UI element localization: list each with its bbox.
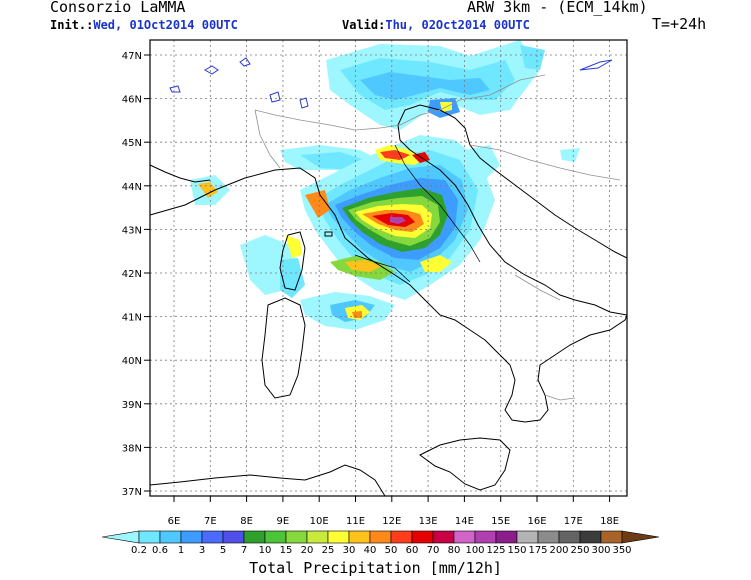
lon-label: 17E bbox=[564, 516, 583, 527]
colorbar-level: 200 bbox=[549, 545, 568, 556]
colorbar-swatch bbox=[243, 530, 266, 544]
lat-label: 43N bbox=[122, 225, 142, 236]
colorbar-level: 15 bbox=[280, 545, 293, 556]
colorbar-swatch bbox=[306, 530, 329, 544]
country-borders bbox=[254, 74, 621, 401]
colorbar-swatch bbox=[264, 530, 287, 544]
colorbar-level: 20 bbox=[301, 545, 314, 556]
lat-label: 45N bbox=[122, 138, 142, 149]
colorbar-swatch bbox=[222, 530, 245, 544]
lon-label: 15E bbox=[491, 516, 510, 527]
colorbar-level: 125 bbox=[486, 545, 505, 556]
colorbar-swatch bbox=[432, 530, 455, 544]
colorbar-swatch bbox=[159, 530, 182, 544]
forecast-step: T=+24h bbox=[652, 15, 707, 33]
lon-label: 9E bbox=[277, 516, 290, 527]
colorbar-level: 100 bbox=[465, 545, 484, 556]
longitude-labels: 6E 7E 8E 9E 10E 11E 12E 13E 14E 15E 16E 17E 18E bbox=[168, 496, 619, 527]
lon-label: 12E bbox=[382, 516, 401, 527]
lat-label: 44N bbox=[122, 182, 142, 193]
lat-label: 41N bbox=[122, 313, 142, 324]
colorbar-level: 300 bbox=[591, 545, 610, 556]
colorbar-swatch bbox=[369, 530, 392, 544]
init-value: Wed, 01Oct2014 00UTC bbox=[93, 18, 238, 32]
lat-label: 46N bbox=[122, 95, 142, 106]
colorbar-swatch bbox=[558, 530, 581, 544]
colorbar-level: 25 bbox=[322, 545, 335, 556]
colorbar-level: 50 bbox=[385, 545, 398, 556]
map-panel bbox=[149, 39, 628, 497]
lon-label: 6E bbox=[168, 516, 181, 527]
colorbar-swatch bbox=[390, 530, 413, 544]
colorbar-level: 5 bbox=[220, 545, 226, 556]
colorbar-swatch bbox=[516, 530, 539, 544]
lon-label: 7E bbox=[204, 516, 217, 527]
lon-label: 8E bbox=[240, 516, 253, 527]
region-borders bbox=[354, 144, 481, 283]
colorbar-level: 175 bbox=[528, 545, 547, 556]
lat-label: 40N bbox=[122, 356, 142, 367]
colorbar-level: 10 bbox=[259, 545, 272, 556]
valid-label: Valid: bbox=[342, 18, 386, 32]
colorbar-swatch bbox=[138, 530, 161, 544]
colorbar-swatch bbox=[537, 530, 560, 544]
colorbar-level: 150 bbox=[507, 545, 526, 556]
colorbar bbox=[101, 530, 660, 544]
colorbar-swatch bbox=[495, 530, 518, 544]
lat-label: 42N bbox=[122, 269, 142, 280]
valid-time: Valid:Thu, 02Oct2014 00UTC bbox=[342, 18, 530, 32]
lat-label: 37N bbox=[122, 487, 142, 498]
colorbar-swatch bbox=[579, 530, 602, 544]
colorbar-swatch bbox=[327, 530, 350, 544]
org-title: Consorzio LaMMA bbox=[50, 0, 186, 16]
colorbar-level: 70 bbox=[427, 545, 440, 556]
colorbar-level: 40 bbox=[364, 545, 377, 556]
lon-label: 13E bbox=[419, 516, 438, 527]
colorbar-swatch bbox=[180, 530, 203, 544]
lon-label: 18E bbox=[600, 516, 619, 527]
colorbar-swatch bbox=[600, 530, 623, 544]
init-time: Init.:Wed, 01Oct2014 00UTC bbox=[50, 18, 238, 32]
lon-label: 11E bbox=[346, 516, 365, 527]
colorbar-swatch bbox=[348, 530, 371, 544]
lat-label: 39N bbox=[122, 400, 142, 411]
colorbar-title: Total Precipitation [mm/12h] bbox=[249, 559, 502, 577]
colorbar-swatch bbox=[285, 530, 308, 544]
lakes bbox=[169, 57, 613, 109]
colorbar-swatch bbox=[201, 530, 224, 544]
colorbar-level: 3 bbox=[199, 545, 205, 556]
colorbar-level: 60 bbox=[406, 545, 419, 556]
lon-label: 16E bbox=[527, 516, 546, 527]
colorbar-labels: 0.2 0.6 1 3 5 7 10 15 20 25 30 40 50 60 70 80 100 125 150 1… bbox=[131, 545, 632, 556]
colorbar-swatch bbox=[411, 530, 434, 544]
colorbar-swatch bbox=[453, 530, 476, 544]
colorbar-level: 0.6 bbox=[152, 545, 168, 556]
colorbar-level: 0.2 bbox=[131, 545, 147, 556]
colorbar-level: 350 bbox=[612, 545, 631, 556]
lat-label: 38N bbox=[122, 443, 142, 454]
colorbar-level: 80 bbox=[448, 545, 461, 556]
valid-value: Thu, 02Oct2014 00UTC bbox=[385, 18, 530, 32]
colorbar-level: 1 bbox=[178, 545, 184, 556]
colorbar-level: 7 bbox=[241, 545, 247, 556]
init-label: Init.: bbox=[50, 18, 94, 32]
colorbar-swatch bbox=[621, 530, 660, 544]
latitude-labels: 47N 46N 45N 44N 43N 42N 41N 40N 39N 38N 37N bbox=[122, 51, 150, 498]
colorbar-level: 250 bbox=[570, 545, 589, 556]
lon-label: 14E bbox=[455, 516, 474, 527]
lat-label: 47N bbox=[122, 51, 142, 62]
colorbar-swatch bbox=[474, 530, 497, 544]
lon-label: 10E bbox=[310, 516, 329, 527]
colorbar-swatch bbox=[101, 530, 140, 544]
model-title: ARW 3km - (ECM_14km) bbox=[467, 0, 648, 16]
colorbar-level: 30 bbox=[343, 545, 356, 556]
